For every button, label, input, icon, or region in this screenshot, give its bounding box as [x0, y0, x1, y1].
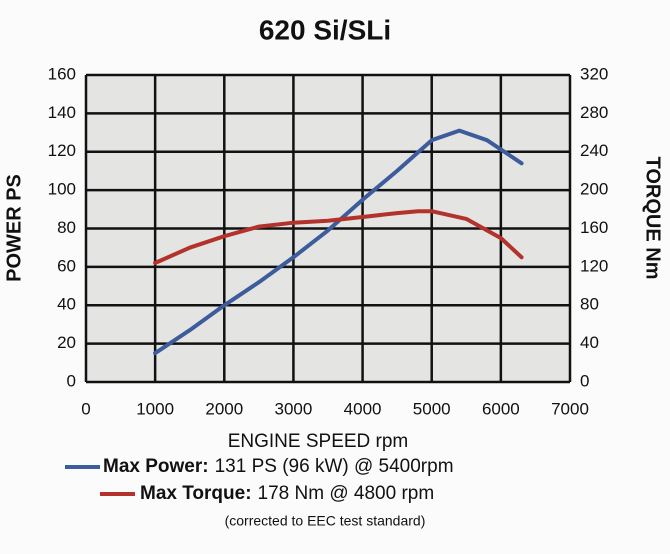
legend-entry: Max Power: 131 PS (96 kW) @ 5400rpm: [103, 456, 454, 477]
y2-tick-label: 160: [580, 218, 608, 237]
x-tick-label: 7000: [551, 399, 589, 418]
series-line: [153, 209, 524, 265]
x-tick-label: 0: [81, 399, 90, 418]
y-axis-title: POWER PS: [3, 174, 25, 282]
y-tick-label: 120: [48, 141, 76, 160]
x-axis-title: ENGINE SPEED rpm: [228, 431, 409, 452]
y2-tick-label: 280: [580, 103, 608, 122]
y-tick-label: 60: [57, 256, 76, 275]
x-tick-label: 6000: [482, 399, 520, 418]
y2-tick-label: 0: [580, 371, 589, 390]
x-tick-label: 2000: [205, 399, 243, 418]
y-tick-label: 160: [48, 64, 76, 83]
y-tick-label: 0: [67, 371, 76, 390]
x-tick-label: 4000: [344, 399, 382, 418]
x-tick-label: 5000: [413, 399, 451, 418]
y-tick-label: 100: [48, 180, 76, 199]
y-tick-label: 80: [57, 218, 76, 237]
y2-tick-label: 200: [580, 180, 608, 199]
legend-name: Max Power:: [103, 456, 209, 477]
series-line: [153, 128, 524, 356]
y2-axis-title: TORQUE Nm: [642, 157, 664, 280]
y-tick-label: 140: [48, 103, 76, 122]
note: (corrected to EEC test standard): [225, 513, 426, 529]
y2-tick-label: 320: [580, 64, 608, 83]
y2-tick-label: 80: [580, 295, 599, 314]
chart-title: 620 Si/SLi: [259, 14, 391, 45]
x-tick-label: 3000: [275, 399, 313, 418]
y2-tick-label: 120: [580, 256, 608, 275]
legend-detail: 131 PS (96 kW) @ 5400rpm: [215, 456, 454, 477]
y-tick-label: 40: [57, 295, 76, 314]
legend-name: Max Torque:: [140, 483, 252, 504]
legend-detail: 178 Nm @ 4800 rpm: [258, 483, 435, 504]
legend-entry: Max Torque: 178 Nm @ 4800 rpm: [140, 483, 434, 504]
y2-tick-label: 40: [580, 333, 599, 352]
x-tick-label: 1000: [136, 399, 174, 418]
y-tick-label: 20: [57, 333, 76, 352]
y2-tick-label: 240: [580, 141, 608, 160]
